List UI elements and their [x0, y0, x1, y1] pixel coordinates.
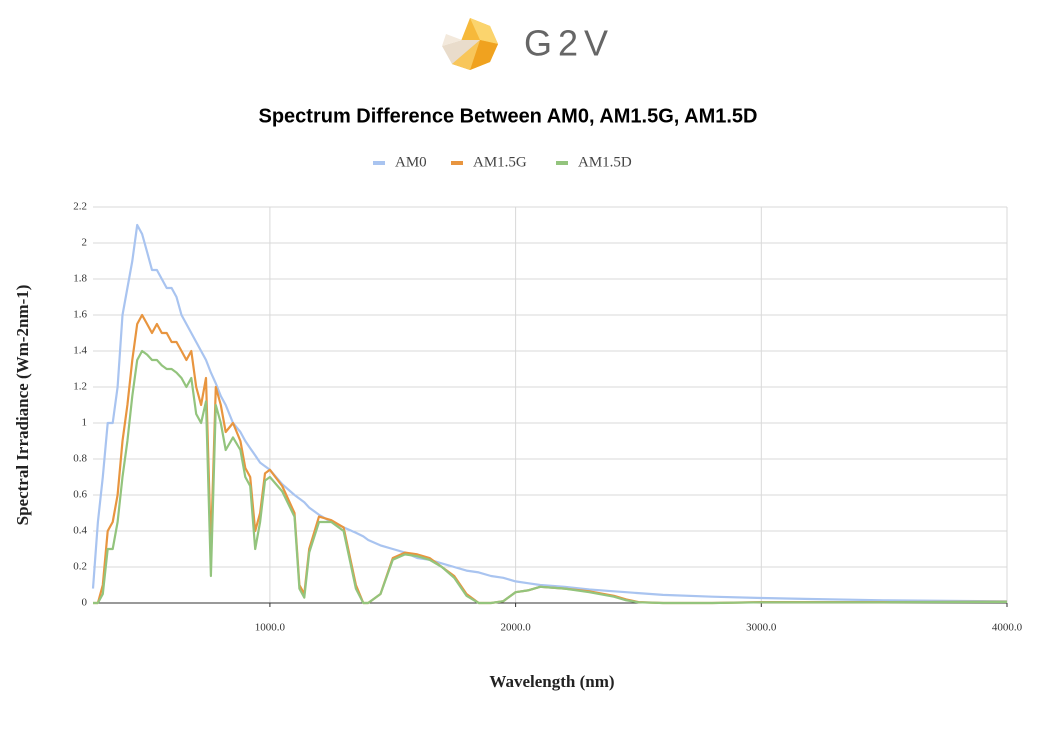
x-tick-label: 4000.0: [992, 622, 1023, 634]
y-tick-label: 1.6: [73, 309, 87, 321]
legend-label: AM1.5D: [578, 154, 632, 170]
series-line: [93, 349, 1008, 605]
y-tick-label: 1: [82, 417, 88, 429]
x-tick-label: 3000.0: [746, 622, 777, 634]
y-axis-label: Spectral Irradiance (Wm-2nm-1): [13, 285, 32, 526]
y-tick-label: 2: [82, 237, 88, 249]
y-tick-label: 0.8: [73, 453, 87, 465]
y-tick-label: 1.8: [73, 273, 87, 285]
y-tick-label: 0.4: [73, 525, 87, 537]
y-tick-label: 1.4: [73, 345, 87, 357]
legend-label: AM0: [395, 154, 427, 170]
logo-mark: [442, 18, 498, 70]
y-tick-label: 0.6: [73, 489, 87, 501]
y-tick-label: 0: [82, 597, 88, 609]
series-line: [91, 223, 1008, 603]
x-tick-label: 1000.0: [255, 622, 286, 634]
y-tick-label: 1.2: [73, 381, 87, 393]
legend-label: AM1.5G: [473, 154, 527, 170]
y-tick-label: 0.2: [73, 561, 87, 573]
chart-title: Spectrum Difference Between AM0, AM1.5G,…: [258, 105, 757, 127]
x-axis-label: Wavelength (nm): [489, 672, 614, 691]
x-tick-label: 2000.0: [500, 622, 531, 634]
logo-text: G2V: [524, 23, 614, 64]
y-tick-label: 2.2: [73, 201, 87, 213]
